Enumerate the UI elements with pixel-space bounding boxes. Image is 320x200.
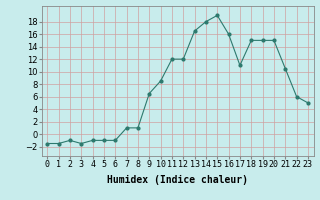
X-axis label: Humidex (Indice chaleur): Humidex (Indice chaleur) — [107, 175, 248, 185]
